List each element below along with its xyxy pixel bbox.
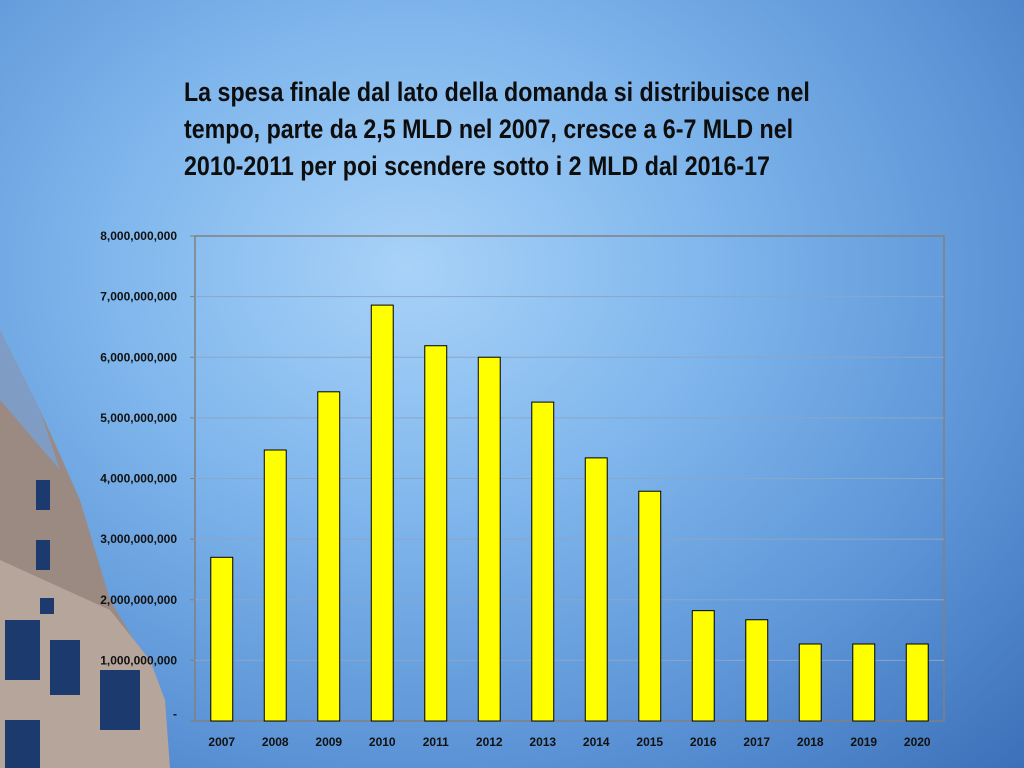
- grid-lines: [195, 296, 944, 661]
- x-tick-label: 2017: [743, 735, 770, 749]
- title-line-3: 2010-2011 per poi scendere sotto i 2 MLD…: [184, 151, 770, 181]
- bar-2013: [531, 401, 555, 722]
- x-tick-label: 2014: [583, 735, 610, 749]
- bar-2007: [210, 556, 234, 722]
- x-tick-label: 2015: [636, 735, 663, 749]
- bars: [210, 304, 929, 722]
- bar-2014: [584, 457, 608, 722]
- y-tick-label: 1,000,000,000: [100, 653, 177, 667]
- bar-2008: [263, 449, 287, 722]
- bar-2016: [691, 610, 715, 722]
- bar-2010: [370, 304, 394, 722]
- x-tick-label: 2008: [262, 735, 289, 749]
- y-tick-label: 2,000,000,000: [100, 593, 177, 607]
- bar-2012: [477, 356, 501, 722]
- title-line-1: La spesa finale dal lato della domanda s…: [184, 77, 810, 107]
- x-tick-label: 2009: [315, 735, 342, 749]
- x-tick-label: 2020: [904, 735, 931, 749]
- x-tick-label: 2007: [208, 735, 235, 749]
- bar-2018: [798, 643, 822, 722]
- y-tick-label: -: [173, 707, 177, 721]
- y-tick-label: 8,000,000,000: [100, 229, 177, 243]
- y-tick-label: 4,000,000,000: [100, 472, 177, 486]
- x-tick-label: 2011: [423, 735, 449, 749]
- y-tick-label: 6,000,000,000: [100, 350, 177, 364]
- title-line-2: tempo, parte da 2,5 MLD nel 2007, cresce…: [184, 114, 794, 144]
- y-axis-ticks: - 1,000,000,000 2,000,000,000 3,000,000,000…: [100, 229, 195, 722]
- x-tick-label: 2018: [797, 735, 824, 749]
- bar-2011: [424, 345, 448, 722]
- y-tick-label: 7,000,000,000: [100, 290, 177, 304]
- y-tick-label: 3,000,000,000: [100, 532, 177, 546]
- bar-2009: [317, 391, 341, 722]
- x-axis-ticks: 2007 2008 2009 2010 2011 2012 2013 2014 2015 2016…: [208, 735, 931, 749]
- x-tick-label: 2019: [850, 735, 877, 749]
- x-tick-label: 2010: [369, 735, 396, 749]
- slide-title: La spesa finale dal lato della domanda s…: [184, 74, 863, 185]
- x-tick-label: 2013: [529, 735, 556, 749]
- x-tick-label: 2016: [690, 735, 717, 749]
- y-tick-label: 5,000,000,000: [100, 411, 177, 425]
- bar-2015: [638, 490, 662, 722]
- x-tick-label: 2012: [476, 735, 503, 749]
- bar-2020: [905, 643, 929, 722]
- bar-2017: [745, 619, 769, 722]
- bar-2019: [852, 643, 876, 722]
